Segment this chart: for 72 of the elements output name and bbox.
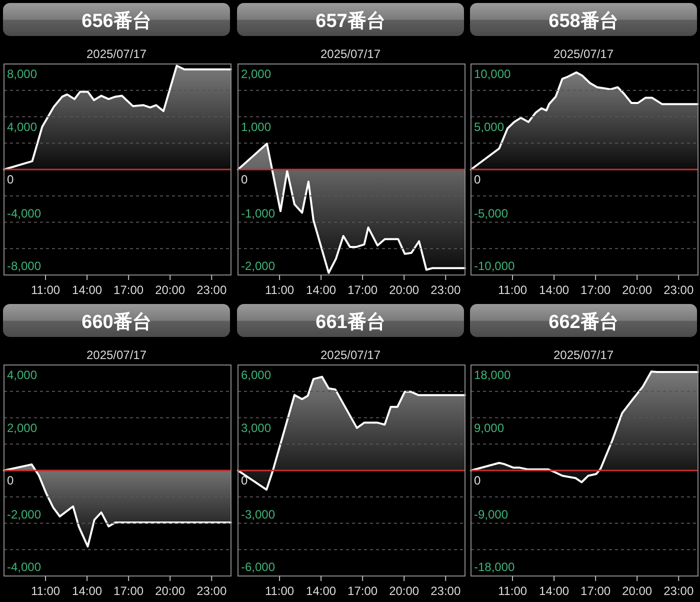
y-tick-label: 0 [241, 474, 248, 488]
x-tick-label: 14:00 [539, 584, 570, 598]
x-tick-label: 14:00 [72, 584, 102, 598]
chart-subtitle: 2025/07/17 [553, 47, 614, 61]
x-tick-label: 17:00 [580, 584, 611, 598]
x-tick-label: 14:00 [306, 584, 336, 598]
y-tick-label: 2,000 [7, 420, 38, 435]
y-tick-label: -6,000 [241, 560, 276, 574]
y-tick-label: 0 [474, 172, 481, 186]
chart-subtitle: 2025/07/17 [86, 348, 147, 362]
x-tick-label: 17:00 [348, 584, 378, 598]
x-tick-label: 23:00 [430, 283, 461, 297]
y-tick-label: 2,000 [241, 67, 272, 81]
x-tick-label: 20:00 [155, 584, 186, 598]
x-tick-label: 23:00 [664, 584, 694, 598]
x-tick-label: 11:00 [498, 283, 528, 297]
x-tick-label: 17:00 [114, 283, 144, 297]
chart-subtitle: 2025/07/17 [320, 348, 381, 362]
x-tick-label: 23:00 [664, 283, 694, 297]
x-tick-label: 14:00 [539, 283, 570, 297]
chart-title: 662番台 [548, 311, 618, 333]
y-tick-label: 8,000 [7, 67, 38, 81]
x-tick-label: 11:00 [264, 283, 294, 297]
y-tick-label: 5,000 [474, 120, 504, 134]
x-tick-label: 17:00 [348, 283, 378, 297]
chart-subtitle: 2025/07/17 [553, 348, 614, 362]
x-tick-label: 20:00 [389, 283, 420, 297]
y-tick-label: 0 [241, 172, 248, 186]
x-tick-label: 17:00 [580, 283, 611, 297]
chart-subtitle: 2025/07/17 [320, 47, 381, 61]
y-tick-label: -5,000 [474, 206, 508, 220]
chart-subtitle: 2025/07/17 [86, 47, 147, 61]
x-tick-label: 20:00 [622, 584, 652, 598]
x-tick-label: 17:00 [114, 584, 144, 598]
x-tick-label: 23:00 [430, 584, 461, 598]
y-tick-label: -8,000 [7, 259, 42, 273]
chart-title: 658番台 [548, 10, 618, 32]
y-tick-label: -2,000 [7, 507, 42, 522]
y-tick-label: 0 [7, 172, 14, 186]
y-tick-label: 9,000 [474, 420, 504, 435]
x-tick-label: 20:00 [389, 584, 420, 598]
y-tick-label: -10,000 [474, 259, 516, 273]
y-tick-label: 6,000 [241, 368, 272, 382]
x-tick-label: 23:00 [196, 584, 227, 598]
x-tick-label: 23:00 [196, 283, 227, 297]
y-tick-label: 18,000 [474, 368, 512, 382]
y-tick-label: -9,000 [474, 507, 508, 522]
chart-title: 661番台 [316, 311, 386, 333]
y-tick-label: -4,000 [7, 206, 42, 220]
y-tick-label: 1,000 [241, 120, 272, 134]
x-tick-label: 11:00 [30, 584, 60, 598]
x-tick-label: 20:00 [155, 283, 186, 297]
y-tick-label: 3,000 [241, 420, 272, 435]
x-tick-label: 14:00 [72, 283, 102, 297]
x-tick-label: 20:00 [622, 283, 652, 297]
y-tick-label: -2,000 [241, 259, 276, 273]
y-tick-label: 0 [7, 474, 14, 488]
x-tick-label: 11:00 [498, 584, 528, 598]
y-tick-label: -4,000 [7, 560, 42, 574]
x-tick-label: 11:00 [30, 283, 60, 297]
y-tick-label: 4,000 [7, 120, 38, 134]
chart-title: 660番台 [82, 311, 152, 333]
chart-title: 656番台 [82, 10, 152, 32]
y-tick-label: -1,000 [241, 206, 276, 220]
y-tick-label: 0 [474, 474, 481, 488]
y-tick-label: 10,000 [474, 67, 512, 81]
x-tick-label: 11:00 [264, 584, 294, 598]
x-tick-label: 14:00 [306, 283, 336, 297]
chart-title: 657番台 [316, 10, 386, 32]
y-tick-label: 4,000 [7, 368, 38, 382]
y-tick-label: -3,000 [241, 507, 276, 522]
y-tick-label: -18,000 [474, 560, 516, 574]
